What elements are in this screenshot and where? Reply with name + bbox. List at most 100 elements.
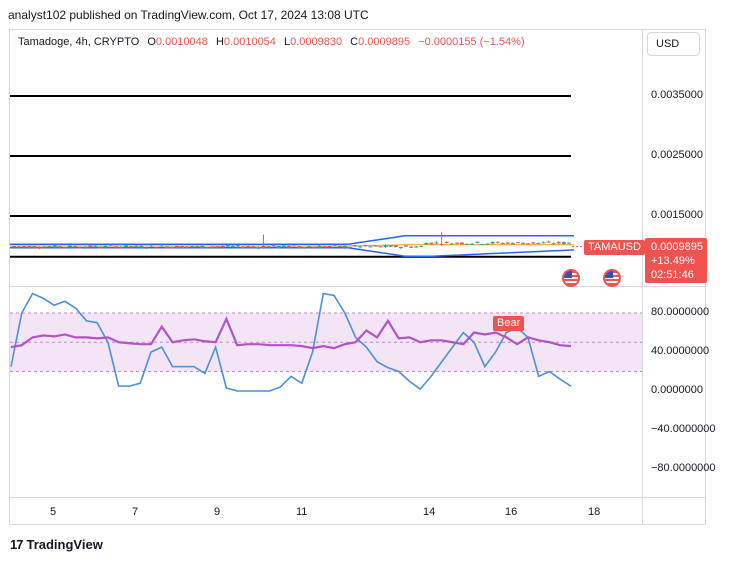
legend-change: −0.0000155 (−1.54%) xyxy=(418,36,525,48)
candle-body xyxy=(276,246,281,248)
publisher-caption: analyst102 published on TradingView.com,… xyxy=(8,8,369,22)
stoch-k-line xyxy=(10,292,572,392)
candle-body xyxy=(363,245,368,247)
candle-body xyxy=(500,243,505,245)
candle-body xyxy=(149,245,154,247)
us-flag-icon[interactable] xyxy=(562,269,580,287)
candle-body xyxy=(480,244,485,246)
tradingview-mark-icon: 17 xyxy=(10,537,24,552)
candle-body xyxy=(68,245,72,248)
price-axis-divider xyxy=(642,29,643,525)
candle-body xyxy=(113,246,118,249)
candle-body xyxy=(174,245,179,248)
oscillator-band xyxy=(10,313,642,372)
candle-body xyxy=(465,243,470,245)
candle-body xyxy=(393,245,398,248)
legend-low: 0.0009830 xyxy=(290,36,343,48)
candle-body xyxy=(521,243,526,245)
candle-body xyxy=(531,242,536,244)
candle-body xyxy=(388,245,393,247)
time-tick-label: 11 xyxy=(296,506,308,518)
candle-body xyxy=(556,241,561,244)
oscillator-tick-label: −40.0000000 xyxy=(651,423,716,435)
candle-body xyxy=(230,245,235,247)
tradingview-brand: TradingView xyxy=(26,537,103,552)
candle-body xyxy=(419,246,424,248)
candle-body xyxy=(297,246,302,248)
candle-body xyxy=(17,246,22,248)
candle-body xyxy=(307,246,312,248)
candle-body xyxy=(129,246,134,248)
symbol-tag: TAMAUSD xyxy=(584,240,645,255)
legend-high-label: H xyxy=(215,36,224,48)
candle-body xyxy=(281,245,286,248)
legend-close: 0.0009895 xyxy=(358,36,411,48)
candle-body xyxy=(378,246,383,248)
candle-body xyxy=(434,242,439,244)
candle-body xyxy=(429,242,434,245)
time-tick-label: 5 xyxy=(50,506,57,518)
legend-close-label: C xyxy=(350,36,359,48)
candle-body xyxy=(241,246,246,248)
pane-divider[interactable] xyxy=(9,286,706,287)
oscillator-tick-label: −80.0000000 xyxy=(651,462,716,474)
currency-button[interactable]: USD xyxy=(647,32,700,56)
candle-body xyxy=(271,245,276,247)
candle-body xyxy=(205,247,210,249)
ohlc-legend: Tamadoge, 4h, CRYPTO O0.0010048 H0.00100… xyxy=(18,36,525,48)
price-change: +13.49% xyxy=(651,255,695,267)
candle-body xyxy=(225,245,230,247)
candle-body xyxy=(485,243,490,245)
time-tick-label: 18 xyxy=(588,506,601,518)
last-price-tag: 0.0009895 +13.49% 02:51:46 xyxy=(645,238,707,283)
price-tick-label: 0.0025000 xyxy=(651,149,703,161)
candle-body xyxy=(210,246,215,248)
candle-body xyxy=(190,245,195,247)
candle-body xyxy=(93,245,98,247)
candle-body xyxy=(516,242,520,244)
candle-body xyxy=(424,243,429,245)
candle-body xyxy=(37,247,42,249)
candle-body xyxy=(215,246,220,248)
candle-body xyxy=(342,245,347,248)
price-tick-label: 0.0035000 xyxy=(651,89,703,101)
candle-body xyxy=(108,245,113,247)
legend-open-label: O xyxy=(147,36,156,48)
candle-body xyxy=(337,245,342,247)
tradingview-logo[interactable]: 17 TradingView xyxy=(10,537,103,552)
candle-body xyxy=(83,246,88,248)
candle-body xyxy=(164,246,169,248)
candle-body xyxy=(220,246,225,248)
candle-body xyxy=(286,245,291,248)
candle-body xyxy=(566,242,571,244)
candle-body xyxy=(32,246,37,248)
candle-body xyxy=(103,245,108,248)
candle-body xyxy=(414,246,419,248)
candle-body xyxy=(236,245,240,247)
candle-body xyxy=(200,245,205,248)
candle-body xyxy=(154,247,159,249)
candle-body xyxy=(439,243,444,245)
candle-body xyxy=(261,246,266,248)
candle-body xyxy=(180,246,184,248)
candle-body xyxy=(52,245,57,248)
candle-body xyxy=(292,245,296,247)
legend-low-label: L xyxy=(283,36,291,48)
legend-high: 0.0010054 xyxy=(223,36,276,48)
candle-body xyxy=(526,243,531,245)
legend-symbol[interactable]: Tamadoge, 4h, CRYPTO xyxy=(18,36,140,48)
candle-body xyxy=(134,245,139,247)
bollinger-lower-line xyxy=(10,247,575,257)
candle-body xyxy=(302,247,307,249)
candle-body xyxy=(12,246,16,248)
candle-body xyxy=(312,246,317,248)
time-tick-label: 9 xyxy=(214,506,221,518)
candle-body xyxy=(169,247,174,249)
bear-label: Bear xyxy=(493,316,525,331)
bar-countdown: 02:51:46 xyxy=(651,269,694,281)
us-flag-icon[interactable] xyxy=(603,269,621,287)
candle-body xyxy=(536,242,541,244)
candle-body xyxy=(561,242,566,244)
candle-body xyxy=(505,242,510,244)
